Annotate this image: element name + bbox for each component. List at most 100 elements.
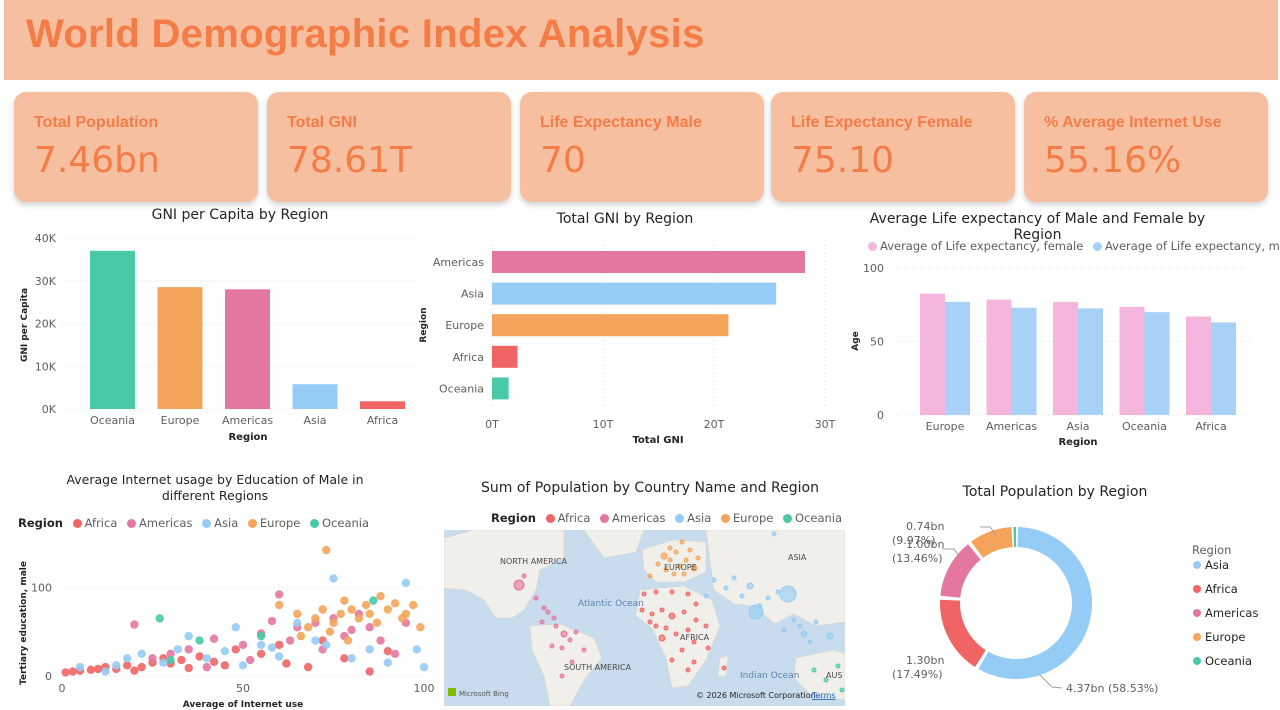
data-label: 1.30bn: [906, 654, 944, 667]
kpi-card-total-gni[interactable]: Total GNI 78.61T: [267, 92, 511, 202]
map-bubble-americas: [551, 615, 557, 621]
map-bubble-asia: [775, 589, 781, 595]
map-bubble-africa: [669, 657, 675, 663]
y-tick-label: 50: [870, 336, 884, 349]
point-asia: [329, 574, 338, 583]
legend-label-europe: Europe: [732, 511, 774, 525]
north-america-landmass: [444, 530, 565, 619]
map-bubble-asia: [703, 593, 709, 599]
map-legend[interactable]: Region Africa Americas Asia Europe Ocean…: [491, 511, 842, 525]
map-bubble-europe: [660, 552, 668, 560]
map-bubble-europe: [673, 549, 679, 555]
map-bubble-africa: [685, 627, 691, 633]
kpi-card-total-population[interactable]: Total Population 7.46bn: [14, 92, 258, 202]
kpi-label: Life Expectancy Female: [791, 114, 973, 131]
point-asia: [347, 654, 356, 663]
map-bubble-asia: [791, 617, 797, 623]
map-bubble-americas: [549, 643, 555, 649]
map-bubble-europe: [647, 573, 653, 579]
map-bubble-asia: [739, 593, 745, 599]
bar-oceania-male: [1144, 312, 1170, 415]
legend-swatch-americas: [600, 514, 610, 523]
map-bubble-asia: [765, 595, 771, 601]
point-oceania: [155, 614, 164, 623]
legend-swatch-europe: [720, 514, 730, 523]
gni-per-capita-chart[interactable]: 0K 10K 20K 30K 40K Oceania Europe Americas Asia A…: [0, 225, 430, 450]
point-americas: [390, 649, 400, 659]
map-bubble-asia: [771, 531, 777, 537]
point-americas: [184, 645, 193, 654]
x-tick-label: Europe: [161, 414, 200, 427]
map-bubble-africa: [641, 591, 647, 597]
point-europe: [275, 600, 284, 610]
chart-title-life-expectancy: Average Life expectancy of Male and Fema…: [869, 211, 1206, 243]
map-label-europe: EUROPE: [664, 563, 697, 572]
internet-scatter-chart[interactable]: 0 100 0 50 100 Average of Internet use Tertiar…: [0, 535, 440, 710]
x-tick-label: 20T: [704, 418, 725, 431]
kpi-card-life-expectancy-male[interactable]: Life Expectancy Male 70: [520, 92, 764, 202]
legend-label-africa: Africa: [557, 511, 591, 525]
total-gni-chart[interactable]: 0T 10T 20T 30T Americas Asia Europe Africa Ocean…: [410, 230, 850, 450]
x-axis-title: Region: [228, 432, 267, 443]
population-donut-chart[interactable]: 4.37bn (58.53%) 1.30bn(17.49%) 1.00bn(13.4…: [880, 505, 1280, 710]
map-bubble-africa: [685, 667, 691, 673]
point-asia: [311, 636, 320, 645]
life-expectancy-legend[interactable]: Average of Life expectancy, female Avera…: [868, 239, 1280, 253]
point-europe: [303, 623, 313, 632]
map-bubble-americas: [521, 573, 527, 579]
map-canvas[interactable]: NORTH AMERICA EUROPE ASIA Atlantic Ocean AFR…: [444, 530, 845, 706]
point-europe: [365, 609, 374, 619]
chart-title-population-donut: Total Population by Region: [962, 484, 1148, 500]
legend-title: Region: [1192, 543, 1231, 557]
bar-africa: [360, 401, 405, 409]
x-tick-label: Oceania: [90, 414, 135, 427]
point-asia: [112, 661, 121, 670]
point-africa: [137, 662, 146, 672]
map-bubble-americas: [553, 623, 559, 629]
point-asia: [293, 618, 302, 627]
australia-landmass: [793, 649, 845, 701]
point-americas: [238, 640, 248, 650]
y-axis-title: Age: [851, 331, 861, 351]
kpi-label: Total GNI: [287, 114, 357, 131]
life-expectancy-chart[interactable]: 0 50 100 Europe Americas Asia Oceania Africa Reg…: [840, 255, 1280, 455]
legend-swatch-europe: [1193, 633, 1201, 641]
map-bubble-africa: [649, 611, 655, 617]
legend-swatch-africa: [72, 519, 82, 528]
point-oceania: [195, 636, 204, 645]
kpi-card-avg-internet-use[interactable]: % Average Internet Use 55.16%: [1024, 92, 1268, 202]
y-tick-label: Africa: [453, 351, 484, 364]
point-oceania: [166, 655, 175, 665]
data-label: 1.00bn: [906, 538, 944, 551]
point-europe: [296, 631, 306, 641]
legend-swatch-americas: [127, 519, 137, 528]
x-tick-label: 0T: [485, 418, 499, 431]
map-label-indian-ocean: Indian Ocean: [740, 671, 799, 681]
kpi-value: 70: [540, 140, 586, 181]
x-axis-title: Total GNI: [632, 435, 683, 446]
legend-label-asia: Asia: [1205, 558, 1229, 572]
map-bubble-africa: [653, 623, 659, 629]
kpi-label: Total Population: [34, 114, 159, 131]
point-europe: [293, 609, 302, 619]
leader-line: [1039, 674, 1063, 689]
kpi-card-life-expectancy-female[interactable]: Life Expectancy Female 75.10: [771, 92, 1015, 202]
map-bubble-asia: [826, 632, 834, 640]
map-bubble-europe: [677, 563, 683, 569]
legend-label-americas: Americas: [612, 511, 666, 525]
map-bubble-americas: [567, 637, 573, 643]
point-africa: [231, 645, 240, 654]
population-map[interactable]: NORTH AMERICA EUROPE ASIA Atlantic Ocean AFR…: [444, 530, 845, 706]
scatter-legend[interactable]: Region Africa Americas Asia Europe Ocean…: [18, 516, 369, 530]
bing-label: Microsoft Bing: [459, 690, 509, 698]
y-axis-title: Region: [419, 307, 429, 342]
y-tick-label: 10K: [35, 360, 57, 373]
y-tick-label: 30K: [35, 275, 57, 288]
x-tick-label: 10T: [593, 418, 614, 431]
y-tick-label: Asia: [461, 288, 484, 301]
map-bubble-europe: [655, 561, 661, 567]
point-asia: [122, 654, 132, 663]
map-bubble-asia: [807, 639, 813, 645]
legend-label-americas: Americas: [139, 516, 193, 530]
map-bubble-asia: [800, 630, 808, 638]
